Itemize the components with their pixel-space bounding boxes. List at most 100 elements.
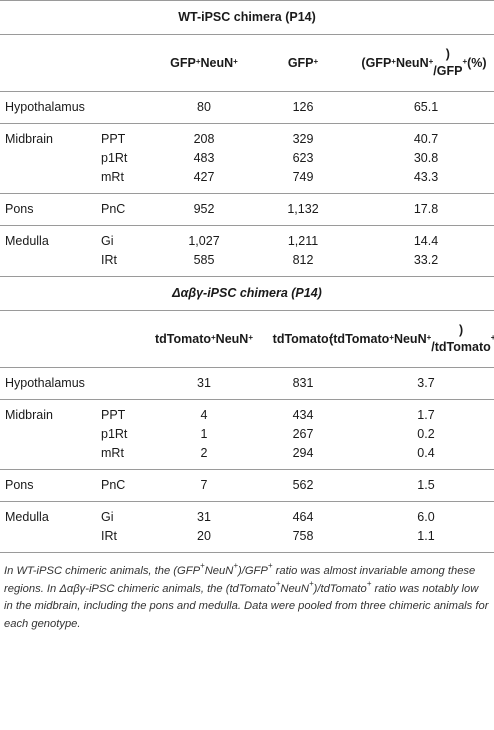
table-footnote: In WT-iPSC chimeric animals, the (GFP+Ne… (4, 561, 489, 630)
ratio-cell: 3.7 (417, 376, 435, 390)
count-single-cell: 749 (292, 170, 314, 184)
count-single-cell: 464 (292, 510, 314, 524)
count-single-cell: 434 (292, 408, 314, 422)
table-wt: WT-iPSC chimera (P14) GFP + NeuN + GFP + (GF… (0, 0, 494, 277)
count-single-cell: 294 (292, 446, 314, 460)
region-cell: Medulla (5, 234, 49, 248)
table-body: Hypothalamus 80 126 65.1 Midbrain PPT 208 329 40… (0, 92, 494, 277)
count-single-cell: 1,211 (287, 234, 319, 248)
count-double-cell: 7 (200, 478, 208, 492)
subregion-cell: Gi (101, 234, 114, 248)
subregion-cell: IRt (101, 529, 117, 543)
rule (0, 552, 494, 553)
rule (0, 123, 494, 124)
ratio-cell: 33.2 (413, 253, 439, 267)
table-row: Hypothalamus 31 831 3.7 (0, 374, 494, 393)
table-body: Hypothalamus 31 831 3.7 Midbrain PPT 4 434 1.7 p1… (0, 368, 494, 553)
subregion-cell: p1Rt (101, 151, 128, 165)
row-group: Midbrain PPT 4 434 1.7 p1Rt 1 267 0.2 mRt 2 294 0.4 (0, 400, 494, 469)
table-row: IRt 585 812 33.2 (0, 251, 494, 270)
region-cell: Hypothalamus (5, 100, 85, 114)
rule (0, 34, 494, 35)
rule (0, 399, 494, 400)
ratio-cell: 6.0 (417, 510, 435, 524)
header-ratio: (tdTomato+NeuN+)/tdTomato+ (%) (329, 323, 494, 354)
ratio-cell: 40.7 (413, 132, 439, 146)
table-row: p1Rt 483 623 30.8 (0, 149, 494, 168)
count-single-cell: 758 (292, 529, 314, 543)
subregion-cell: PPT (101, 408, 126, 422)
table-row: Pons PnC 952 1,132 17.8 (0, 200, 494, 219)
rule (0, 91, 494, 92)
count-single-cell: 1,132 (287, 202, 319, 216)
header-count-single: tdTomato + (272, 331, 334, 346)
ratio-cell: 1.7 (417, 408, 435, 422)
table-header: GFP + NeuN + GFP + (GFP + NeuN +)/GFP + (%) (0, 35, 494, 91)
header-count-double: tdTomato + NeuN + (154, 331, 253, 346)
count-double-cell: 585 (193, 253, 215, 267)
header-count-single: GFP + (287, 55, 319, 70)
count-single-cell: 812 (292, 253, 314, 267)
rule (0, 469, 494, 470)
ratio-cell: 14.4 (413, 234, 439, 248)
row-group: Pons PnC 7 562 1.5 (0, 470, 494, 501)
count-double-cell: 483 (193, 151, 215, 165)
count-double-cell: 1 (200, 427, 208, 441)
subregion-cell: mRt (101, 446, 124, 460)
rule (0, 367, 494, 368)
row-group: Midbrain PPT 208 329 40.7 p1Rt 483 623 30.8 mRt 42… (0, 124, 494, 193)
table-row: Midbrain PPT 4 434 1.7 (0, 406, 494, 425)
count-single-cell: 329 (292, 132, 314, 146)
ratio-cell: 1.1 (417, 529, 435, 543)
ratio-cell: 1.5 (417, 478, 435, 492)
count-single-cell: 126 (292, 100, 314, 114)
rule (0, 501, 494, 502)
table-row: mRt 2 294 0.4 (0, 444, 494, 463)
count-single-cell: 562 (292, 478, 314, 492)
count-double-cell: 208 (193, 132, 215, 146)
ratio-cell: 0.4 (417, 446, 435, 460)
region-cell: Pons (5, 478, 34, 492)
table-row: Hypothalamus 80 126 65.1 (0, 98, 494, 117)
table-title: WT-iPSC chimera (P14) (178, 10, 316, 24)
count-single-cell: 623 (292, 151, 314, 165)
ratio-cell: 65.1 (413, 100, 439, 114)
ratio-cell: 17.8 (413, 202, 439, 216)
table-row: Midbrain PPT 208 329 40.7 (0, 130, 494, 149)
count-double-cell: 31 (197, 376, 211, 390)
table-row: IRt 20 758 1.1 (0, 527, 494, 546)
rule-top (0, 0, 494, 1)
table-row: mRt 427 749 43.3 (0, 168, 494, 187)
row-group: Hypothalamus 31 831 3.7 (0, 368, 494, 399)
ratio-cell: 0.2 (417, 427, 435, 441)
subregion-cell: PnC (101, 202, 126, 216)
row-group: Medulla Gi 31 464 6.0 IRt 20 758 1.1 (0, 502, 494, 552)
ratio-cell: 43.3 (413, 170, 439, 184)
table-row: Pons PnC 7 562 1.5 (0, 476, 494, 495)
count-double-cell: 1,027 (188, 234, 220, 248)
row-group: Medulla Gi 1,027 1,211 14.4 IRt 585 812 33.2 (0, 226, 494, 276)
subregion-cell: p1Rt (101, 427, 128, 441)
table-row: Medulla Gi 31 464 6.0 (0, 508, 494, 527)
count-double-cell: 31 (197, 510, 211, 524)
region-cell: Hypothalamus (5, 376, 85, 390)
count-double-cell: 2 (200, 446, 208, 460)
row-group: Pons PnC 952 1,132 17.8 (0, 194, 494, 225)
count-single-cell: 831 (292, 376, 314, 390)
table-row: p1Rt 1 267 0.2 (0, 425, 494, 444)
count-double-cell: 427 (193, 170, 215, 184)
header-count-double: GFP + NeuN + (170, 55, 238, 70)
subregion-cell: PPT (101, 132, 126, 146)
header-ratio: (GFP + NeuN +)/GFP + (%) (361, 47, 487, 78)
row-group: Hypothalamus 80 126 65.1 (0, 92, 494, 123)
count-double-cell: 4 (200, 408, 208, 422)
subregion-cell: IRt (101, 253, 117, 267)
rule (0, 225, 494, 226)
table-figure: WT-iPSC chimera (P14) GFP + NeuN + GFP + (GF… (0, 0, 494, 630)
table-header: tdTomato + NeuN + tdTomato + (tdTomato + NeuN +… (0, 311, 494, 367)
rule (0, 193, 494, 194)
table-title: Δαβγ-iPSC chimera (P14) (172, 286, 322, 300)
subregion-cell: Gi (101, 510, 114, 524)
table-row: Medulla Gi 1,027 1,211 14.4 (0, 232, 494, 251)
count-double-cell: 80 (197, 100, 211, 114)
